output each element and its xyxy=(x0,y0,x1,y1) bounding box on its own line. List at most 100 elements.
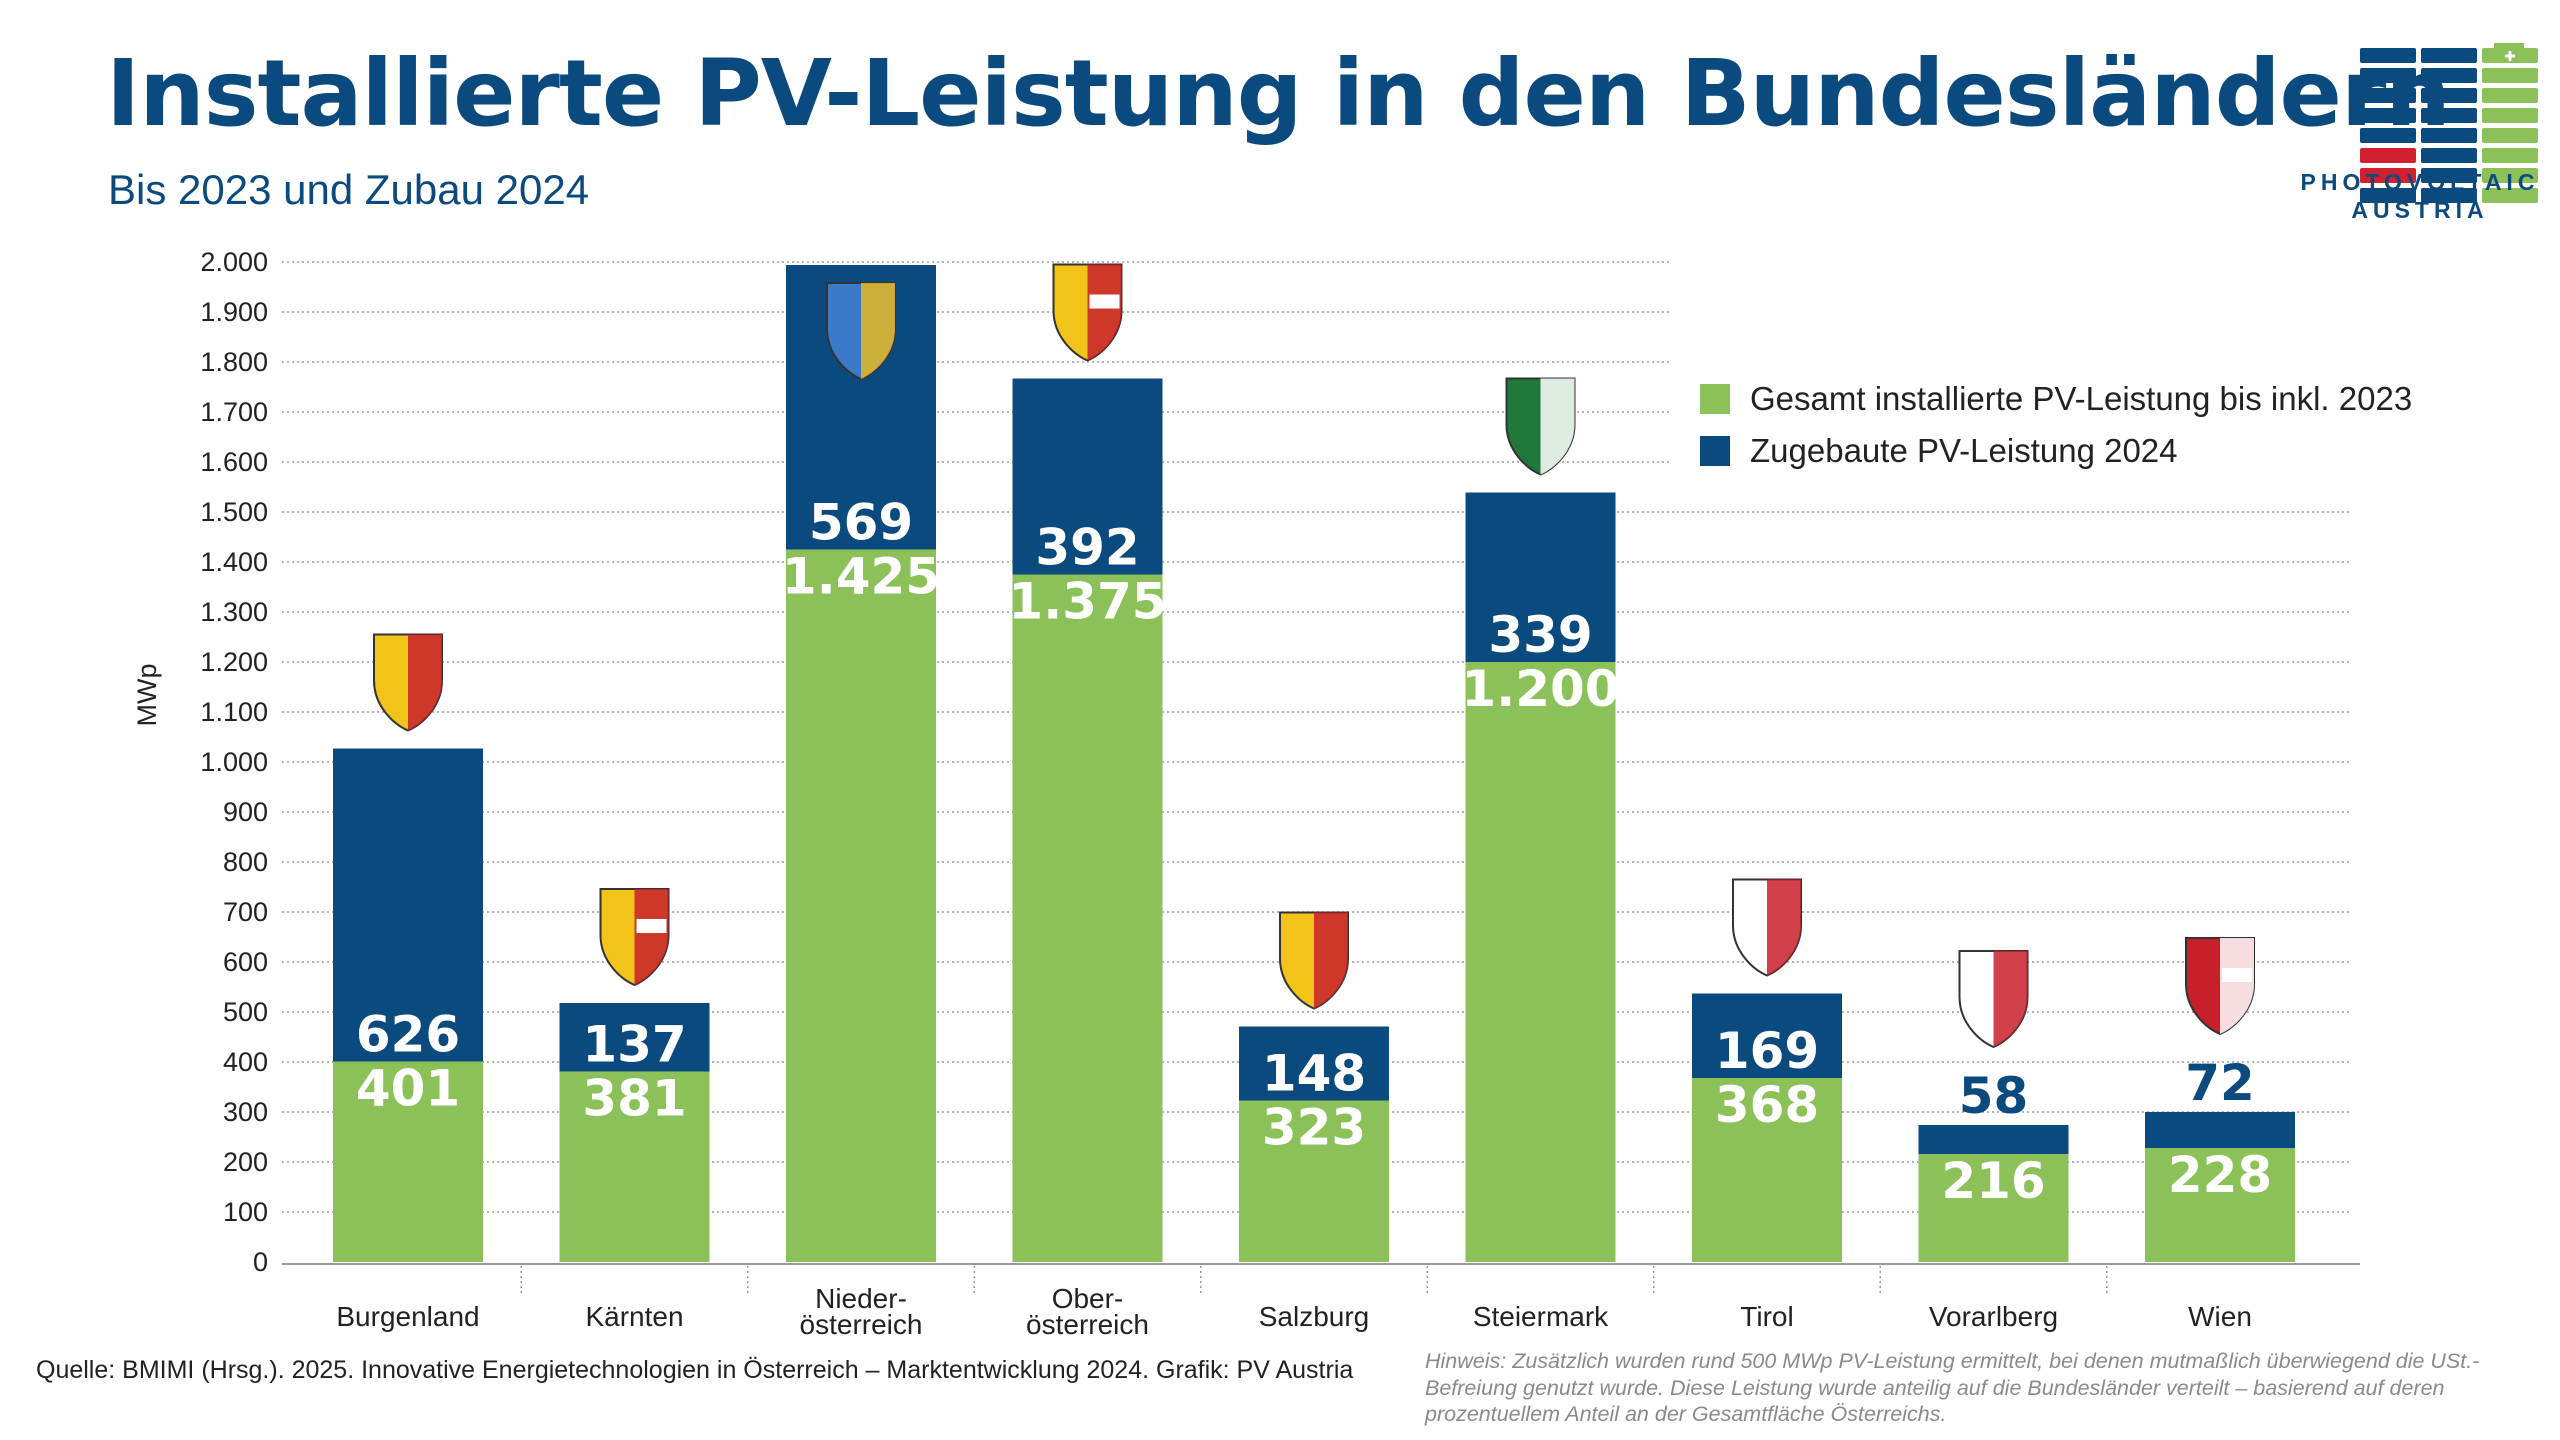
bar-2023 xyxy=(559,1071,710,1262)
data-label-2024: 339 xyxy=(1488,606,1592,664)
y-tick-label: 1.800 xyxy=(200,347,268,377)
shield-half xyxy=(1314,912,1348,1009)
y-tick-label: 400 xyxy=(223,1047,268,1077)
bar-2023 xyxy=(1465,662,1616,1262)
logo-cell xyxy=(2360,128,2416,143)
category-label: österreich xyxy=(1026,1309,1149,1340)
shield-bar xyxy=(1089,294,1120,309)
y-tick-label: 1.100 xyxy=(200,697,268,727)
logo-cell xyxy=(2421,108,2477,123)
logo-battery-cell xyxy=(2482,168,2538,183)
data-label-2024: 169 xyxy=(1715,1022,1819,1080)
y-tick-label: 1.400 xyxy=(200,547,268,577)
data-label-2023: 1.375 xyxy=(1008,573,1166,631)
data-label-2023: 401 xyxy=(356,1060,460,1118)
data-label-2023: 1.425 xyxy=(782,548,940,606)
legend-label: Gesamt installierte PV-Leistung bis inkl… xyxy=(1750,380,2413,417)
source-text: Quelle: BMIMI (Hrsg.). 2025. Innovative … xyxy=(36,1356,1354,1384)
y-tick-label: 1.500 xyxy=(200,497,268,527)
category-label: Burgenland xyxy=(336,1301,479,1332)
data-label-2024: 72 xyxy=(2185,1054,2255,1112)
bar-2024 xyxy=(1465,492,1616,662)
bar-2024 xyxy=(1012,378,1163,575)
category-label: Steiermark xyxy=(1473,1301,1609,1332)
bar-2023 xyxy=(1692,1078,1842,1262)
shield-half xyxy=(2220,938,2254,1034)
logo-cell xyxy=(2360,188,2416,203)
logo-battery-cell xyxy=(2482,68,2538,83)
y-tick-label: 600 xyxy=(223,947,268,977)
bar-2024 xyxy=(333,748,483,1062)
shield-half xyxy=(408,634,442,731)
bar-2023 xyxy=(1918,1154,2069,1262)
data-label-2023: 1.200 xyxy=(1461,660,1619,718)
logo-battery-cell xyxy=(2482,108,2538,123)
y-tick-label: 900 xyxy=(223,797,268,827)
shield-bar xyxy=(2222,968,2252,982)
y-tick-label: 1.600 xyxy=(200,447,268,477)
data-label-2024: 58 xyxy=(1959,1067,2029,1125)
y-tick-label: 200 xyxy=(223,1147,268,1177)
data-label-2024: 137 xyxy=(582,1016,686,1074)
logo-battery-cell xyxy=(2482,88,2538,103)
page-title: Installierte PV-Leistung in den Bundeslä… xyxy=(106,40,2451,147)
bar-2023 xyxy=(1012,574,1163,1262)
logo-cell xyxy=(2421,168,2477,183)
logo-cell xyxy=(2421,88,2477,103)
shield-bar xyxy=(636,919,667,933)
category-label: Kärnten xyxy=(585,1301,683,1332)
niederoesterreich-coat-of-arms-icon xyxy=(826,282,896,381)
data-label-2023: 381 xyxy=(582,1070,686,1128)
y-tick-label: 500 xyxy=(223,997,268,1027)
salzburg-coat-of-arms-icon xyxy=(1279,911,1349,1010)
data-label-2024: 148 xyxy=(1262,1045,1366,1103)
y-tick-label: 700 xyxy=(223,897,268,927)
shield-half xyxy=(634,889,669,985)
bar-2023 xyxy=(333,1061,483,1262)
y-axis-label: MWp xyxy=(132,664,162,727)
logo-battery-cell xyxy=(2482,128,2538,143)
wien-coat-of-arms-icon xyxy=(2185,937,2255,1036)
bar-2023 xyxy=(786,549,936,1262)
shield-half xyxy=(861,283,895,379)
data-label-2023: 368 xyxy=(1715,1076,1819,1134)
data-label-2023: 216 xyxy=(1941,1152,2045,1210)
y-tick-label: 2.000 xyxy=(200,247,268,277)
data-label-2023: 228 xyxy=(2168,1146,2272,1204)
category-label: Vorarlberg xyxy=(1929,1301,2058,1332)
tirol-coat-of-arms-icon xyxy=(1732,878,1802,977)
logo-cell xyxy=(2421,188,2477,203)
category-label: Wien xyxy=(2188,1301,2252,1332)
logo-cell xyxy=(2360,148,2416,163)
note-text: Hinweis: Zusätzlich wurden rund 500 MWp … xyxy=(1425,1349,2480,1426)
shield-half xyxy=(1993,951,2028,1047)
legend-item-2023: Gesamt installierte PV-Leistung bis inkl… xyxy=(1700,380,2412,418)
logo-cell xyxy=(2360,48,2416,63)
plus-icon xyxy=(2505,51,2515,61)
logo-battery-terminal xyxy=(2494,43,2524,49)
shield-half xyxy=(1087,264,1122,361)
y-tick-label: 0 xyxy=(253,1247,268,1277)
y-tick-label: 1.900 xyxy=(200,297,268,327)
logo-cell xyxy=(2360,108,2416,123)
photovoltaic-austria-logo xyxy=(2360,43,2538,203)
bar-2024 xyxy=(1918,1125,2069,1154)
legend-item-2024: Zugebaute PV-Leistung 2024 xyxy=(1700,432,2178,470)
bar-2024 xyxy=(1692,993,1842,1078)
bar-2023 xyxy=(1239,1100,1389,1262)
y-tick-label: 1.000 xyxy=(200,747,268,777)
oberoesterreich-coat-of-arms-icon xyxy=(1052,263,1123,362)
logo-cell xyxy=(2421,48,2477,63)
vorarlberg-coat-of-arms-icon xyxy=(1958,950,2029,1049)
category-label: Salzburg xyxy=(1259,1301,1370,1332)
bar-2024 xyxy=(2145,1112,2295,1148)
logo-line-1: PHOTOVOLTAIC xyxy=(2300,169,2540,195)
legend-swatch-blue xyxy=(1700,436,1730,466)
category-label: österreich xyxy=(800,1309,923,1340)
y-tick-label: 1.200 xyxy=(200,647,268,677)
bar-2023 xyxy=(2145,1148,2295,1262)
kaernten-coat-of-arms-icon xyxy=(599,888,670,987)
logo-cell xyxy=(2360,68,2416,83)
category-label: Tirol xyxy=(1740,1301,1793,1332)
y-tick-label: 300 xyxy=(223,1097,268,1127)
